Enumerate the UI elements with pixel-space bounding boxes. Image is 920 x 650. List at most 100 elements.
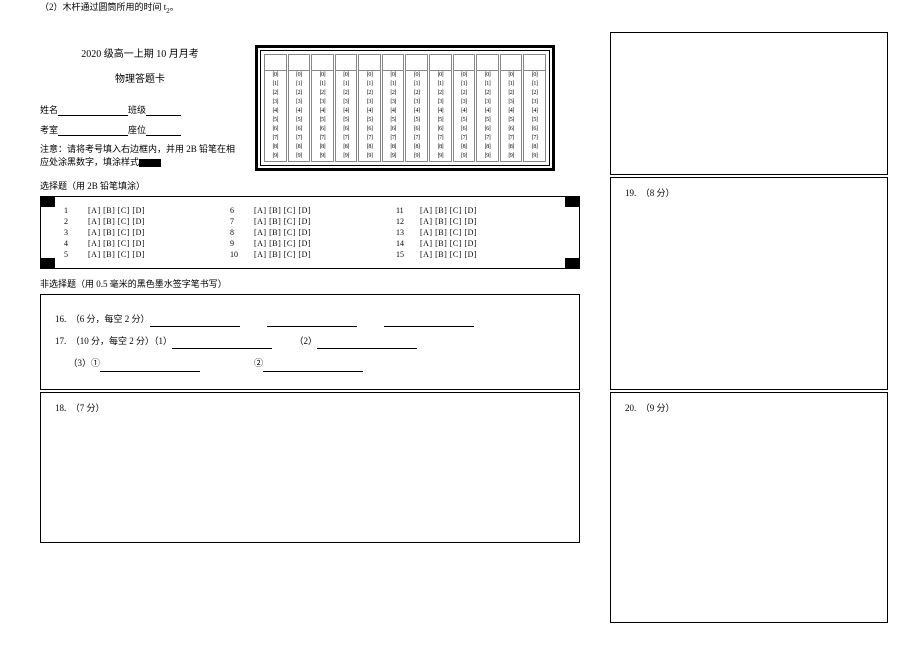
- id-bubble[interactable]: [7]: [320, 134, 326, 143]
- mc-options[interactable]: [A] [B] [C] [D]: [251, 238, 374, 249]
- id-bubble[interactable]: [2]: [461, 89, 467, 98]
- id-bubble[interactable]: [7]: [485, 134, 491, 143]
- id-bubble[interactable]: [9]: [485, 152, 491, 161]
- id-bubble[interactable]: [7]: [296, 134, 302, 143]
- id-bubble[interactable]: [7]: [414, 134, 420, 143]
- id-bubble[interactable]: [1]: [461, 80, 467, 89]
- id-bubble[interactable]: [0]: [390, 71, 396, 80]
- id-bubble[interactable]: [7]: [438, 134, 444, 143]
- id-bubble[interactable]: [7]: [461, 134, 467, 143]
- id-write-cell[interactable]: [265, 55, 286, 71]
- id-bubble[interactable]: [4]: [414, 107, 420, 116]
- id-bubble[interactable]: [1]: [367, 80, 373, 89]
- id-bubble[interactable]: [4]: [367, 107, 373, 116]
- id-bubble[interactable]: [5]: [414, 116, 420, 125]
- id-bubble[interactable]: [0]: [532, 71, 538, 80]
- mc-options[interactable]: [A] [B] [C] [D]: [417, 249, 540, 260]
- mc-options[interactable]: [A] [B] [C] [D]: [417, 238, 540, 249]
- id-bubble[interactable]: [3]: [508, 98, 514, 107]
- id-bubble[interactable]: [8]: [485, 143, 491, 152]
- id-bubble[interactable]: [2]: [532, 89, 538, 98]
- name-blank[interactable]: [58, 105, 128, 116]
- id-write-cell[interactable]: [430, 55, 451, 71]
- id-bubble[interactable]: [9]: [461, 152, 467, 161]
- id-bubble[interactable]: [1]: [508, 80, 514, 89]
- id-bubble[interactable]: [2]: [414, 89, 420, 98]
- id-bubble[interactable]: [5]: [461, 116, 467, 125]
- id-bubble[interactable]: [9]: [438, 152, 444, 161]
- mc-options[interactable]: [A] [B] [C] [D]: [85, 216, 208, 227]
- mc-options[interactable]: [A] [B] [C] [D]: [251, 216, 374, 227]
- id-bubble[interactable]: [5]: [320, 116, 326, 125]
- id-bubble[interactable]: [8]: [461, 143, 467, 152]
- right-top-area[interactable]: [625, 41, 873, 166]
- id-bubble[interactable]: [4]: [532, 107, 538, 116]
- q17-blank-2[interactable]: [317, 338, 417, 349]
- id-bubble[interactable]: [9]: [414, 152, 420, 161]
- q17-blank-1[interactable]: [172, 338, 272, 349]
- id-bubble[interactable]: [9]: [296, 152, 302, 161]
- id-bubble[interactable]: [8]: [320, 143, 326, 152]
- id-bubble[interactable]: [4]: [508, 107, 514, 116]
- id-bubble[interactable]: [5]: [296, 116, 302, 125]
- id-bubble[interactable]: [6]: [532, 125, 538, 134]
- id-bubble[interactable]: [3]: [485, 98, 491, 107]
- id-bubble[interactable]: [3]: [532, 98, 538, 107]
- id-bubble[interactable]: [0]: [273, 71, 279, 80]
- id-bubble[interactable]: [5]: [485, 116, 491, 125]
- id-bubble[interactable]: [8]: [343, 143, 349, 152]
- id-bubble[interactable]: [6]: [273, 125, 279, 134]
- mc-options[interactable]: [A] [B] [C] [D]: [85, 249, 208, 260]
- id-bubble[interactable]: [8]: [532, 143, 538, 152]
- id-bubble[interactable]: [5]: [390, 116, 396, 125]
- id-bubble[interactable]: [9]: [367, 152, 373, 161]
- mc-options[interactable]: [A] [B] [C] [D]: [417, 216, 540, 227]
- id-write-cell[interactable]: [289, 55, 310, 71]
- q20-area[interactable]: [625, 414, 873, 614]
- id-bubble[interactable]: [6]: [367, 125, 373, 134]
- id-bubble[interactable]: [1]: [438, 80, 444, 89]
- id-bubble[interactable]: [0]: [320, 71, 326, 80]
- id-bubble[interactable]: [0]: [485, 71, 491, 80]
- id-write-cell[interactable]: [406, 55, 427, 71]
- q16-blank-1[interactable]: [150, 316, 240, 327]
- id-bubble[interactable]: [2]: [438, 89, 444, 98]
- id-bubble[interactable]: [0]: [414, 71, 420, 80]
- id-bubble[interactable]: [6]: [390, 125, 396, 134]
- id-bubble[interactable]: [7]: [532, 134, 538, 143]
- id-bubble[interactable]: [2]: [390, 89, 396, 98]
- mc-options[interactable]: [A] [B] [C] [D]: [85, 205, 208, 216]
- id-bubble[interactable]: [2]: [508, 89, 514, 98]
- id-bubble[interactable]: [0]: [438, 71, 444, 80]
- id-bubble[interactable]: [4]: [320, 107, 326, 116]
- id-bubble[interactable]: [4]: [296, 107, 302, 116]
- id-bubble[interactable]: [0]: [296, 71, 302, 80]
- id-bubble[interactable]: [5]: [367, 116, 373, 125]
- id-bubble[interactable]: [2]: [273, 89, 279, 98]
- id-bubble[interactable]: [1]: [296, 80, 302, 89]
- id-bubble[interactable]: [3]: [343, 98, 349, 107]
- mc-options[interactable]: [A] [B] [C] [D]: [85, 227, 208, 238]
- id-bubble[interactable]: [3]: [414, 98, 420, 107]
- id-bubble[interactable]: [2]: [367, 89, 373, 98]
- id-bubble[interactable]: [5]: [508, 116, 514, 125]
- id-bubble[interactable]: [8]: [508, 143, 514, 152]
- id-bubble[interactable]: [5]: [532, 116, 538, 125]
- id-bubble[interactable]: [2]: [320, 89, 326, 98]
- id-bubble[interactable]: [9]: [343, 152, 349, 161]
- id-write-cell[interactable]: [336, 55, 357, 71]
- id-bubble[interactable]: [2]: [343, 89, 349, 98]
- id-bubble[interactable]: [1]: [390, 80, 396, 89]
- id-bubble[interactable]: [3]: [367, 98, 373, 107]
- seat-blank[interactable]: [146, 125, 181, 136]
- id-bubble[interactable]: [3]: [438, 98, 444, 107]
- mc-options[interactable]: [A] [B] [C] [D]: [251, 205, 374, 216]
- id-bubble[interactable]: [7]: [508, 134, 514, 143]
- id-bubble[interactable]: [8]: [273, 143, 279, 152]
- id-bubble[interactable]: [9]: [532, 152, 538, 161]
- mc-options[interactable]: [A] [B] [C] [D]: [251, 249, 374, 260]
- q16-blank-2[interactable]: [267, 316, 357, 327]
- q16-blank-3[interactable]: [384, 316, 474, 327]
- id-bubble[interactable]: [1]: [485, 80, 491, 89]
- id-bubble[interactable]: [1]: [343, 80, 349, 89]
